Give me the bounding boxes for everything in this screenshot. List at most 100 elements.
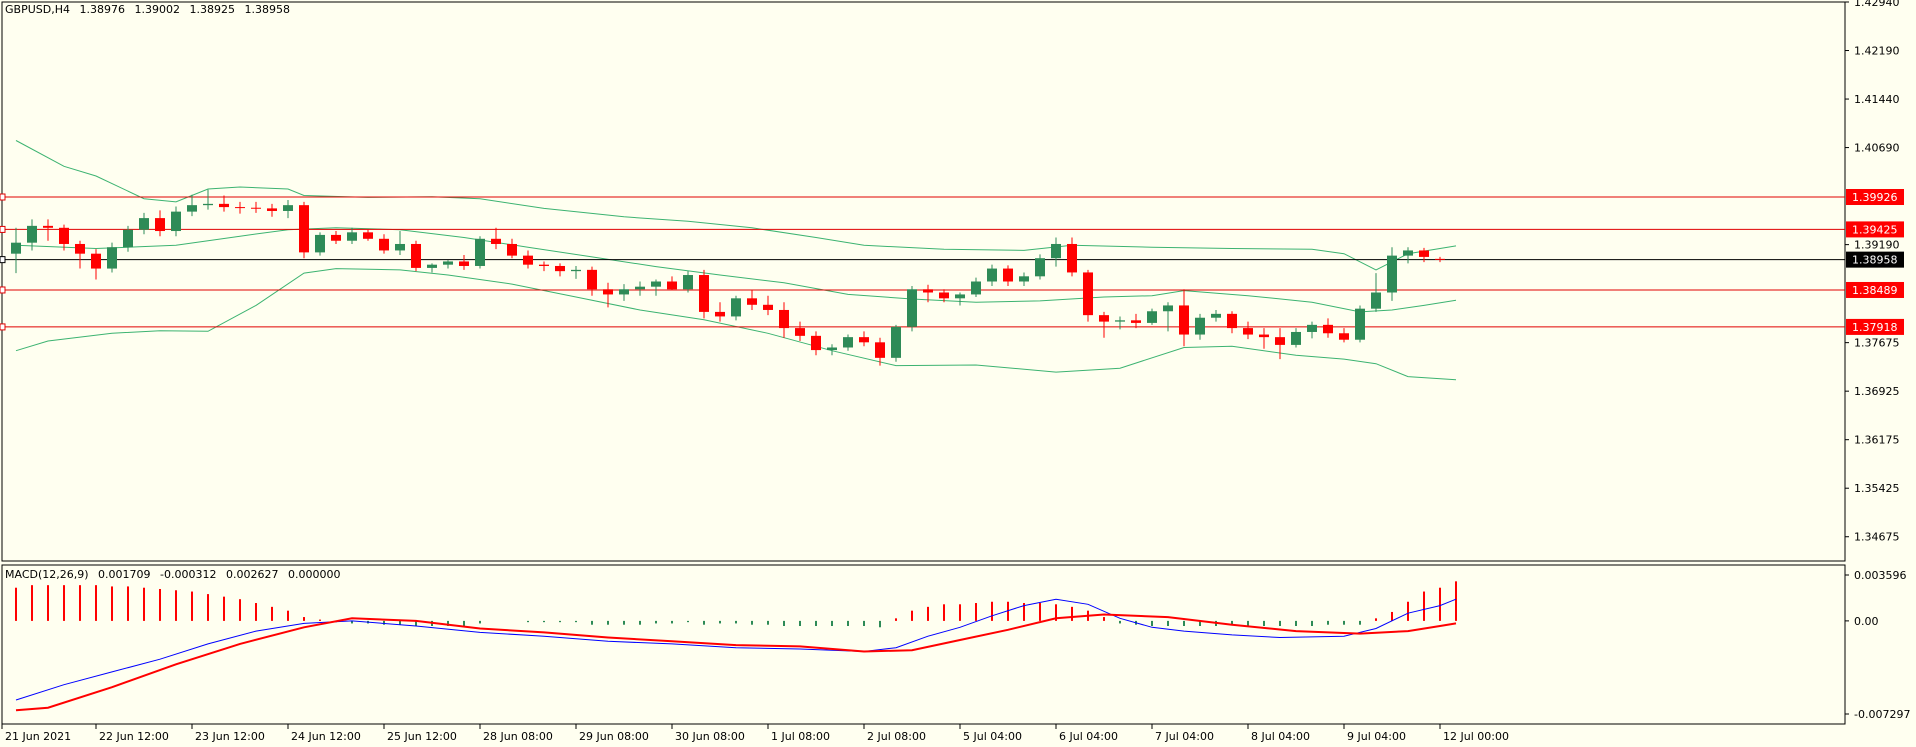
candle-body-64 — [1035, 258, 1045, 277]
candle-10 — [171, 206, 181, 237]
candle-39 — [635, 281, 645, 296]
candle-body-15 — [251, 207, 261, 209]
candle-40 — [651, 279, 661, 296]
candle-11 — [187, 194, 197, 217]
time-tick-label-8: 1 Jul 08:00 — [771, 730, 830, 743]
candle-70 — [1131, 313, 1141, 329]
candle-body-6 — [107, 247, 117, 269]
candle-60 — [971, 277, 981, 298]
price-pane-frame — [1, 1, 1846, 562]
candle-73 — [1179, 289, 1189, 347]
candle-65 — [1051, 237, 1061, 267]
candle-body-55 — [891, 326, 901, 358]
candle-43 — [699, 269, 709, 319]
macd-signal-line — [15, 613, 1457, 712]
macd-header: MACD(12,26,9) 0.001709 -0.000312 0.00262… — [5, 568, 347, 581]
candle-25 — [411, 240, 421, 272]
candle-23 — [379, 234, 389, 254]
open-value: 1.38976 — [79, 3, 125, 16]
candle-body-29 — [475, 238, 485, 266]
candle-body-7 — [123, 229, 133, 248]
candle-body-46 — [747, 298, 757, 305]
candle-body-60 — [971, 281, 981, 295]
candle-body-10 — [171, 211, 181, 232]
candle-body-41 — [667, 281, 677, 290]
candle-50 — [811, 331, 821, 356]
candle-6 — [107, 242, 117, 273]
candle-body-74 — [1195, 317, 1205, 335]
price-tick-label-9: 1.34675 — [1854, 531, 1900, 544]
candle-16 — [267, 203, 277, 217]
time-tick-label-7: 30 Jun 08:00 — [675, 730, 745, 743]
candle-body-21 — [347, 232, 357, 241]
candle-13 — [219, 195, 229, 212]
candle-51 — [827, 344, 837, 356]
time-tick-label-11: 6 Jul 04:00 — [1059, 730, 1118, 743]
candle-26 — [427, 263, 437, 273]
candle-71 — [1147, 308, 1157, 325]
macd-lines — [15, 598, 1457, 712]
candle-22 — [363, 229, 373, 241]
candle-body-68 — [1099, 315, 1109, 322]
candle-body-52 — [843, 337, 853, 348]
candle-68 — [1099, 311, 1109, 338]
candle-body-83 — [1339, 333, 1349, 340]
candle-81 — [1307, 321, 1317, 339]
time-tick-label-15: 12 Jul 00:00 — [1443, 730, 1509, 743]
candle-body-37 — [603, 289, 613, 295]
candle-body-56 — [907, 289, 917, 327]
macd-tick-label-1: 0.00 — [1854, 615, 1879, 628]
candle-body-34 — [555, 265, 565, 272]
candle-body-51 — [827, 347, 837, 351]
candle-body-30 — [491, 238, 501, 244]
macd-pane[interactable]: 0.003596 0.00 -0.007297 — [1, 564, 1910, 725]
candle-body-75 — [1211, 313, 1221, 318]
level-tag-text-0: 1.39926 — [1852, 191, 1898, 204]
candle-49 — [795, 321, 805, 342]
candle-body-87 — [1403, 250, 1413, 256]
candle-body-82 — [1323, 324, 1333, 334]
candle-body-58 — [939, 292, 949, 299]
level-tag-4 — [1846, 318, 1904, 335]
level-tag-text-1: 1.39425 — [1852, 223, 1898, 236]
chart-header: GBPUSD,H4 1.38976 1.39002 1.38925 1.3895… — [5, 3, 296, 16]
price-tick-label-0: 1.42940 — [1854, 0, 1900, 9]
candle-body-59 — [955, 294, 965, 299]
candle-8 — [139, 212, 149, 235]
candle-body-76 — [1227, 313, 1237, 329]
candle-body-67 — [1083, 272, 1093, 316]
level-tag-0 — [1846, 189, 1904, 206]
candle-29 — [475, 236, 485, 269]
candle-1 — [27, 219, 37, 251]
candle-7 — [123, 225, 133, 252]
macd-axis: 0.003596 0.00 -0.007297 — [1845, 569, 1910, 721]
price-tick-label-2: 1.41440 — [1854, 93, 1900, 106]
close-value: 1.38958 — [244, 3, 290, 16]
price-pane[interactable]: 1.39926 1.39425 1.38958 1.38489 1.37918 1.429… — [0, 0, 1904, 562]
candle-56 — [907, 286, 917, 332]
candlesticks — [11, 189, 1445, 366]
candle-body-17 — [283, 205, 293, 211]
candle-79 — [1275, 328, 1285, 360]
candle-body-23 — [379, 238, 389, 251]
candle-body-40 — [651, 281, 661, 287]
candle-body-78 — [1259, 334, 1269, 338]
candle-body-44 — [715, 311, 725, 317]
time-tick-label-10: 5 Jul 04:00 — [963, 730, 1022, 743]
candle-78 — [1259, 328, 1269, 349]
candle-82 — [1323, 318, 1333, 338]
candle-body-1 — [27, 225, 37, 243]
candle-69 — [1115, 316, 1125, 330]
candle-body-66 — [1067, 243, 1077, 273]
candle-12 — [203, 189, 213, 210]
candle-body-4 — [75, 243, 85, 254]
candle-57 — [923, 284, 933, 303]
macd-value-3: 0.002627 — [226, 568, 279, 581]
candle-body-62 — [1003, 268, 1013, 282]
price-levels — [0, 193, 1845, 331]
candle-62 — [1003, 265, 1013, 287]
candle-76 — [1227, 311, 1237, 334]
macd-value-4: 0.000000 — [288, 568, 341, 581]
level-handle-2 — [0, 256, 6, 264]
